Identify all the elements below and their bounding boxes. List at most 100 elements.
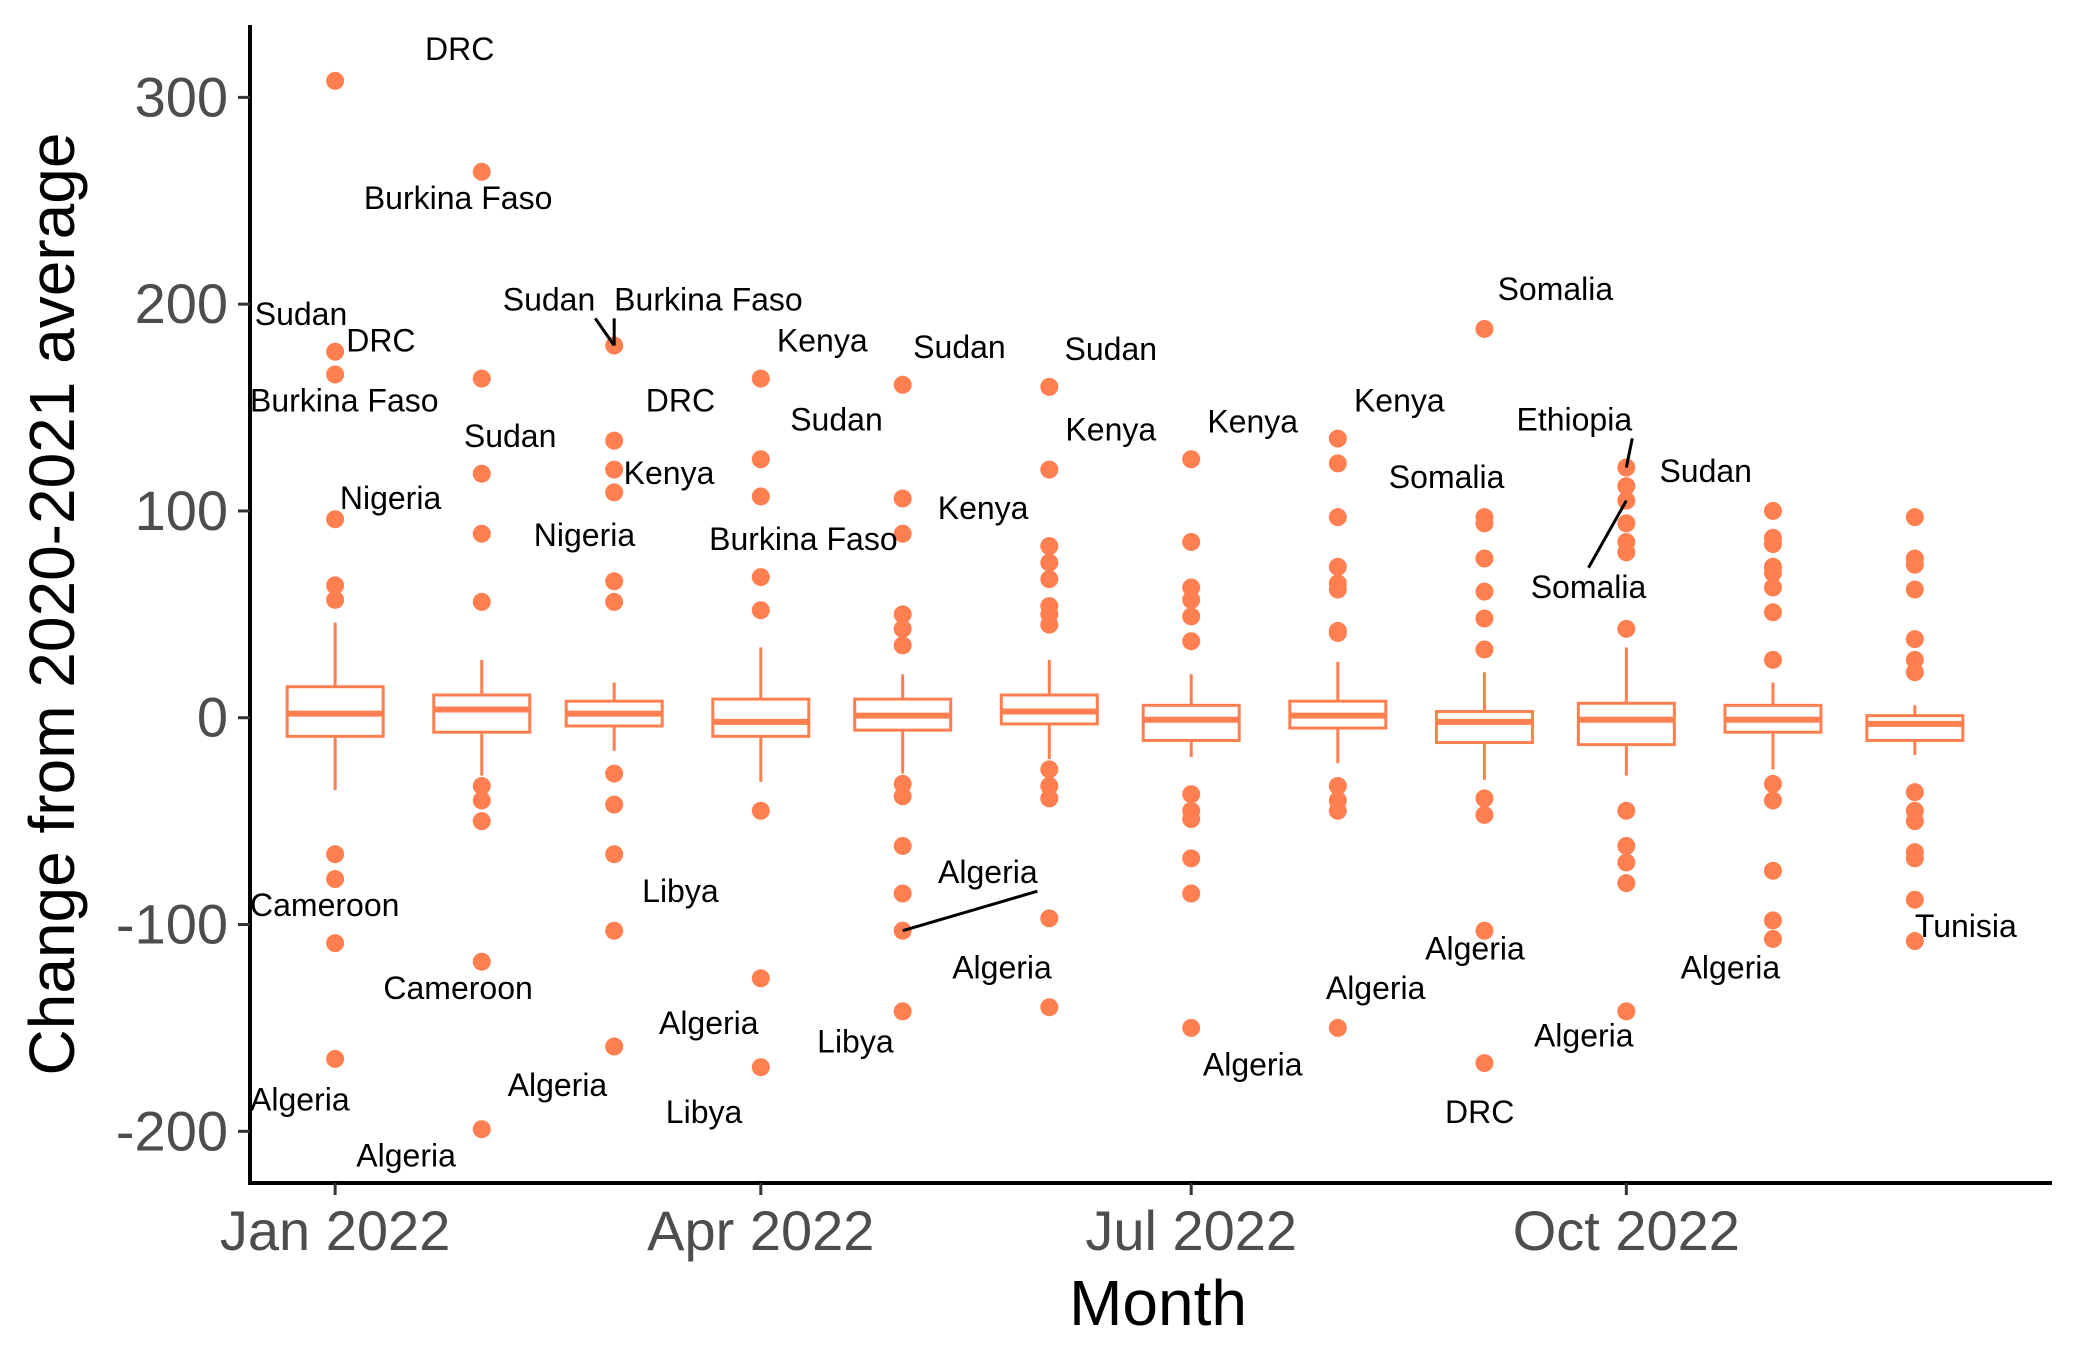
outlier-point bbox=[605, 921, 624, 940]
outlier-point bbox=[326, 845, 345, 864]
annotation-label: DRC bbox=[425, 31, 494, 67]
outlier-point bbox=[893, 619, 912, 638]
annotation-label: Cameroon bbox=[250, 887, 399, 923]
outlier-point bbox=[472, 812, 491, 831]
outlier-point bbox=[1905, 932, 1924, 951]
month-box-group bbox=[999, 377, 1099, 1017]
outlier-point bbox=[1040, 909, 1059, 928]
annotation-label: Burkina Faso bbox=[709, 521, 898, 557]
annotation-label: Somalia bbox=[1498, 271, 1614, 307]
outlier-point bbox=[472, 952, 491, 971]
annotation-label: Algeria bbox=[1326, 970, 1426, 1006]
outlier-point bbox=[1182, 849, 1201, 868]
outlier-point bbox=[1905, 849, 1924, 868]
annotation-label: Somalia bbox=[1389, 459, 1505, 495]
y-ticks: 300 200 100 0 -100 -200 bbox=[116, 65, 250, 1162]
outlier-point bbox=[1617, 801, 1636, 820]
outlier-point bbox=[1040, 570, 1059, 589]
annotation-label: Libya bbox=[817, 1024, 894, 1060]
outlier-point bbox=[1040, 760, 1059, 779]
outlier-point bbox=[1328, 801, 1347, 820]
annotation-label: Ethiopia bbox=[1516, 401, 1632, 437]
annotation-label: Kenya bbox=[624, 455, 715, 491]
outlier-point bbox=[1617, 514, 1636, 533]
outlier-point bbox=[472, 592, 491, 611]
outlier-point bbox=[472, 791, 491, 810]
outlier-point bbox=[893, 787, 912, 806]
outlier-point bbox=[1905, 630, 1924, 649]
outlier-point bbox=[751, 601, 770, 620]
outlier-point bbox=[1905, 812, 1924, 831]
outlier-point bbox=[1475, 1054, 1494, 1073]
outlier-point bbox=[1905, 663, 1924, 682]
y-axis-title: Change from 2020-2021 average bbox=[16, 133, 88, 1076]
annotation-label: Nigeria bbox=[534, 517, 636, 553]
annotation-label: Sudan bbox=[464, 418, 557, 454]
outlier-point bbox=[1475, 319, 1494, 338]
outlier-point bbox=[1182, 532, 1201, 551]
outlier-point bbox=[751, 487, 770, 506]
x-tick-label: Oct 2022 bbox=[1513, 1199, 1740, 1262]
annotation-leader-line bbox=[594, 317, 616, 347]
annotation-label: Kenya bbox=[1207, 403, 1298, 439]
boxes bbox=[285, 71, 1965, 1139]
outlier-point bbox=[472, 1120, 491, 1139]
outlier-point bbox=[1905, 650, 1924, 669]
annotation-label: Algeria bbox=[659, 1005, 759, 1041]
annotation-label: Kenya bbox=[1354, 383, 1445, 419]
outlier-point bbox=[893, 375, 912, 394]
outlier-point bbox=[326, 71, 345, 90]
outlier-point bbox=[1905, 508, 1924, 527]
annotation-label: Algeria bbox=[1534, 1018, 1634, 1054]
outlier-point bbox=[893, 524, 912, 543]
y-tick-label: 200 bbox=[135, 272, 228, 335]
outlier-point bbox=[1763, 535, 1782, 554]
y-tick-label: 300 bbox=[135, 65, 228, 128]
annotation-label: Tunisia bbox=[1915, 908, 2017, 944]
x-tick-label: Jul 2022 bbox=[1085, 1199, 1297, 1262]
outlier-point bbox=[1475, 921, 1494, 940]
annotation-label: Sudan bbox=[790, 401, 883, 437]
month-box-group bbox=[1865, 508, 1965, 951]
outlier-point bbox=[1182, 810, 1201, 829]
outlier-point bbox=[893, 489, 912, 508]
outlier-point bbox=[1040, 789, 1059, 808]
outlier-point bbox=[1617, 477, 1636, 496]
outlier-point bbox=[1617, 874, 1636, 893]
outlier-point bbox=[1475, 549, 1494, 568]
outlier-point bbox=[1617, 543, 1636, 562]
iqr-box bbox=[432, 693, 532, 734]
outlier-point bbox=[326, 365, 345, 384]
outlier-point bbox=[1475, 805, 1494, 824]
annotation-label: Burkina Faso bbox=[614, 281, 803, 317]
outlier-point bbox=[1475, 582, 1494, 601]
outlier-point bbox=[1328, 623, 1347, 642]
outlier-point bbox=[1905, 783, 1924, 802]
outlier-point bbox=[1328, 557, 1347, 576]
outlier-point bbox=[326, 590, 345, 609]
outlier-point bbox=[1182, 785, 1201, 804]
outlier-point bbox=[1763, 650, 1782, 669]
outlier-point bbox=[1475, 514, 1494, 533]
annotation-label: Kenya bbox=[938, 490, 1029, 526]
x-tick-label: Apr 2022 bbox=[647, 1199, 874, 1262]
month-box-group bbox=[564, 336, 664, 1056]
month-box-group bbox=[1434, 319, 1534, 1073]
annotation-label: Libya bbox=[642, 873, 719, 909]
outlier-point bbox=[326, 870, 345, 889]
outlier-point bbox=[326, 576, 345, 595]
annotation-label: Somalia bbox=[1531, 569, 1647, 605]
month-box-group bbox=[285, 71, 385, 1068]
outlier-point bbox=[893, 836, 912, 855]
y-tick-label: 100 bbox=[135, 479, 228, 542]
outlier-point bbox=[1040, 537, 1059, 556]
iqr-box bbox=[1141, 703, 1241, 742]
outlier-point bbox=[1475, 789, 1494, 808]
outlier-point bbox=[1182, 632, 1201, 651]
outlier-point bbox=[605, 460, 624, 479]
outlier-point bbox=[605, 845, 624, 864]
outlier-point bbox=[605, 592, 624, 611]
month-box-group bbox=[1141, 450, 1241, 1037]
annotation-label: DRC bbox=[346, 323, 415, 359]
